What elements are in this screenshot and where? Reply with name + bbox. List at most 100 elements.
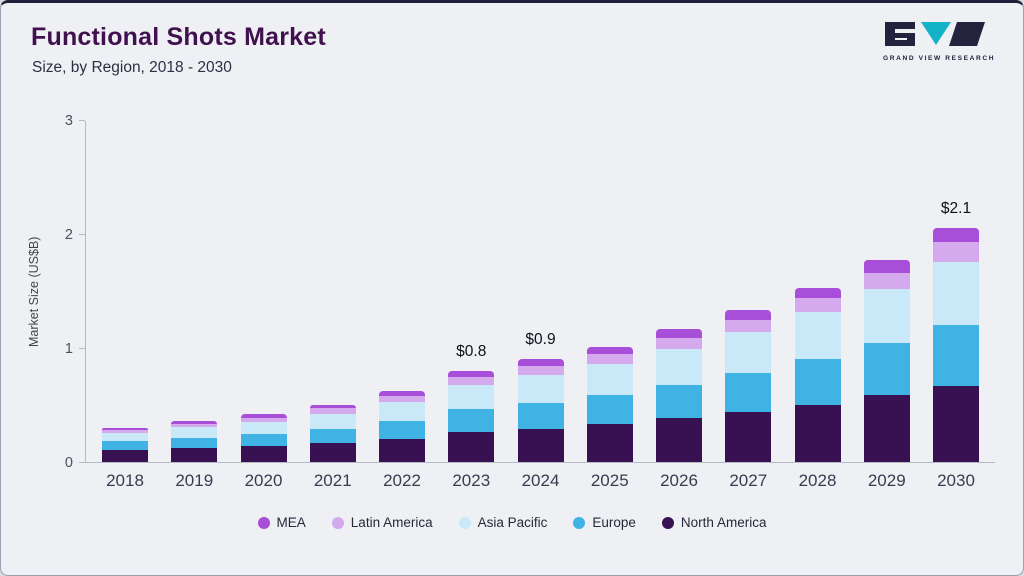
bar-segment-mea: [725, 310, 772, 321]
y-tick-mark: [79, 462, 85, 463]
bar-segment-mea: [171, 420, 218, 424]
bar-segment-europe: [379, 420, 425, 440]
bar-segment-latin-america: [725, 320, 772, 333]
grand-view-research-logo: GRAND VIEW RESEARCH: [883, 21, 994, 62]
bar-segment-north-america: [102, 450, 148, 462]
bar-segment-mea: [586, 346, 633, 355]
y-tick-mark: [79, 234, 85, 235]
chart: Market Size (US$B) 0 1 2 3 $0.8 $0.9 $2.1 201…: [23, 113, 995, 491]
x-tick-label: 2018: [106, 471, 144, 490]
bar-segment-asia-pacific: [725, 332, 772, 374]
bar-segment-europe: [102, 441, 148, 451]
x-tick-label: 2028: [798, 471, 837, 490]
bar-segment-north-america: [656, 418, 702, 462]
bar-segment-north-america: [586, 423, 633, 462]
page-subtitle: Size, by Region, 2018 - 2030: [32, 59, 232, 76]
bar-segment-latin-america: [379, 395, 425, 402]
gvr-logo-icon: [885, 22, 985, 46]
bar-2025: [586, 121, 633, 462]
bar-segment-europe: [725, 373, 772, 413]
bar-segment-mea: [794, 287, 841, 299]
legend-item-latin-america: Latin America: [331, 515, 433, 530]
bar-2027: [725, 121, 772, 462]
legend-label: Asia Pacific: [477, 515, 548, 530]
x-axis-labels: 2018 2019 2020 2021 2022 2023 2024 2025 2026 2027…: [85, 463, 995, 491]
bar-segment-north-america: [171, 447, 218, 462]
bar-segment-latin-america: [586, 354, 633, 364]
x-tick-label: 2022: [383, 471, 421, 490]
x-tick-label: 2027: [729, 471, 768, 490]
bar-segment-latin-america: [794, 298, 841, 313]
bar-segment-asia-pacific: [171, 427, 218, 439]
bar-segment-latin-america: [102, 430, 148, 433]
bar-segment-north-america: [517, 428, 564, 462]
header: Functional Shots Market Size, by Region,…: [1, 3, 1023, 77]
bar-segment-north-america: [725, 412, 772, 462]
legend-dot: [458, 516, 471, 529]
x-tick-label: 2030: [937, 471, 975, 490]
bar-2029: [863, 121, 910, 462]
y-tick-label: 1: [64, 341, 73, 357]
bar-segment-latin-america: [448, 377, 495, 385]
bar-segment-europe: [309, 428, 356, 444]
bar-segment-north-america: [379, 439, 425, 462]
bar-segment-mea: [863, 260, 910, 273]
legend-dot: [661, 516, 674, 529]
value-annotation: $0.8: [456, 342, 487, 360]
bar-segment-mea: [379, 391, 425, 396]
x-tick-label: 2019: [175, 471, 214, 490]
x-tick-label: 2025: [590, 471, 629, 490]
bar-segment-mea: [102, 427, 148, 431]
legend-item-europe: Europe: [573, 515, 636, 530]
bar-2024: $0.9: [517, 121, 564, 462]
legend-item-north-america: North America: [661, 515, 767, 530]
bar-2021: [309, 121, 356, 462]
bar-segment-north-america: [448, 432, 495, 462]
bar-segment-mea: [240, 414, 287, 418]
value-annotation: $0.9: [525, 331, 556, 349]
legend-label: North America: [680, 515, 767, 530]
bar-segment-asia-pacific: [309, 413, 356, 429]
bar-2022: [379, 121, 425, 462]
bar-segment-north-america: [240, 446, 287, 462]
bar-segment-europe: [656, 384, 702, 419]
y-axis-title: Market Size (US$B): [27, 236, 41, 348]
legend-dot: [331, 516, 344, 529]
bar-segment-mea: [517, 359, 564, 367]
legend-label: Europe: [592, 515, 636, 530]
bar-segment-mea: [448, 370, 495, 378]
bar-segment-asia-pacific: [448, 384, 495, 410]
bar-segment-latin-america: [517, 366, 564, 375]
legend-item-mea: MEA: [257, 515, 306, 530]
bar-segment-asia-pacific: [240, 421, 287, 435]
bar-segment-mea: [656, 329, 702, 338]
y-tick-mark: [79, 348, 85, 349]
bar-segment-europe: [240, 434, 287, 447]
plot-area: $0.8 $0.9 $2.1: [85, 121, 995, 463]
bar-segment-asia-pacific: [102, 432, 148, 442]
bar-segment-asia-pacific: [586, 363, 633, 395]
bar-segment-europe: [586, 394, 633, 424]
bar-segment-europe: [863, 343, 910, 396]
page-title: Functional Shots Market: [31, 23, 326, 51]
bar-segment-europe: [794, 359, 841, 405]
y-axis-ticks: 0 1 2 3: [45, 113, 85, 471]
bar-segment-north-america: [933, 385, 979, 462]
bar-2023: $0.8: [448, 121, 495, 462]
bar-2020: [240, 121, 287, 462]
bar-segment-north-america: [794, 405, 841, 462]
x-tick-label: 2020: [244, 471, 283, 490]
x-tick-label: 2026: [660, 471, 698, 490]
bar-2019: [171, 121, 218, 462]
bar-segment-mea: [309, 405, 356, 409]
bar-segment-europe: [517, 402, 564, 429]
y-tick-mark: [79, 120, 85, 121]
bar-2030: $2.1: [933, 121, 979, 462]
bar-segment-latin-america: [240, 417, 287, 422]
y-tick-label: 0: [64, 455, 73, 471]
bar-2028: [794, 121, 841, 462]
x-tick-label: 2029: [867, 471, 906, 490]
bar-segment-europe: [933, 325, 979, 386]
legend-label: MEA: [276, 515, 306, 530]
